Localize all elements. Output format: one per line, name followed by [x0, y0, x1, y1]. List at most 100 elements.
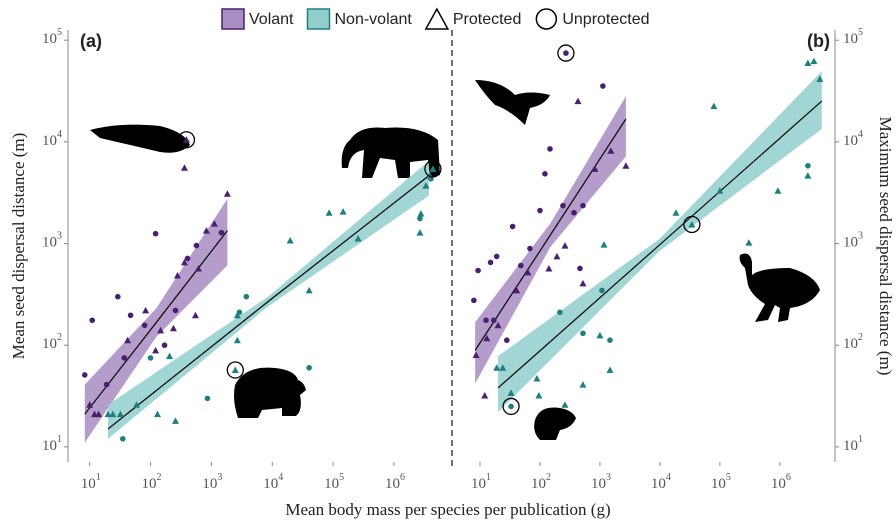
point-triangle	[561, 401, 569, 408]
x-tick-label-exp: 5	[726, 472, 731, 483]
point-circle	[147, 355, 154, 361]
point-triangle	[607, 147, 615, 154]
x-tick-label: 104	[651, 472, 671, 492]
y-tick-label-base: 10	[42, 32, 57, 48]
y-tick-label: 105	[42, 28, 62, 48]
point-triangle	[606, 366, 614, 374]
point-circle	[152, 230, 159, 237]
elephant-silhouette	[341, 127, 440, 178]
x-tick-label: 105	[324, 472, 344, 492]
cassowary-silhouette	[739, 253, 820, 322]
y-tick-label-base: 10	[843, 32, 858, 48]
point-triangle	[194, 264, 202, 272]
point-triangle	[152, 346, 160, 354]
point-triangle	[804, 59, 812, 67]
highlight-ring	[557, 44, 575, 62]
y-tick-label-exp: 5	[57, 28, 62, 39]
bird-silhouette	[90, 124, 190, 153]
confidence-ribbon	[475, 96, 626, 384]
point-triangle	[513, 286, 521, 294]
y-tick-label-base: 10	[843, 133, 858, 149]
y-tick-label-base: 10	[42, 133, 57, 149]
point-circle	[89, 317, 96, 324]
point-triangle	[339, 208, 347, 215]
x-tick-label-exp: 3	[217, 472, 222, 483]
point-triangle	[574, 97, 582, 105]
point-triangle	[223, 190, 231, 197]
point-circle	[537, 207, 543, 214]
legend-label: Protected	[453, 11, 521, 28]
fit-line	[474, 118, 627, 351]
x-tick-label-base: 10	[81, 476, 96, 492]
highlight-ring	[502, 397, 520, 416]
x-tick-label-exp: 4	[278, 472, 283, 483]
point-triangle	[233, 311, 241, 319]
point-triangle	[422, 182, 430, 189]
fit-line	[497, 100, 823, 389]
point-circle	[471, 297, 477, 304]
point-triangle	[535, 392, 543, 399]
point-triangle	[210, 220, 218, 227]
point-triangle	[286, 237, 294, 244]
x-tick-label: 102	[531, 472, 551, 492]
point-circle	[547, 146, 553, 152]
point-triangle	[109, 410, 117, 418]
legend-swatch	[221, 8, 245, 30]
confidence-ribbon	[108, 160, 429, 439]
point-circle	[580, 330, 586, 337]
point-circle	[571, 209, 577, 216]
point-circle	[483, 317, 489, 324]
point-triangle	[182, 136, 190, 143]
point-circle	[600, 83, 606, 89]
point-triangle	[325, 209, 333, 216]
point-circle	[577, 265, 583, 272]
point-triangle	[166, 352, 174, 360]
point-circle	[243, 293, 250, 300]
point-circle	[120, 436, 126, 442]
point-triangle	[124, 336, 132, 344]
point-triangle	[142, 306, 150, 314]
point-triangle	[710, 102, 718, 110]
x-tick-label: 103	[202, 472, 222, 492]
x-tick-label: 102	[142, 472, 162, 492]
y-tick-label: 101	[843, 434, 863, 454]
point-triangle	[816, 75, 824, 83]
point-circle	[417, 215, 423, 222]
x-tick-label: 103	[591, 472, 611, 492]
x-tick-label-exp: 1	[96, 472, 101, 483]
y-tick-label-exp: 2	[858, 333, 863, 344]
x-tick-label-exp: 1	[486, 472, 491, 483]
x-tick-label-base: 10	[202, 476, 217, 492]
x-tick-label-base: 10	[651, 476, 666, 492]
y-tick-label-exp: 1	[57, 434, 62, 445]
x-tick-label: 106	[771, 472, 791, 492]
point-circle	[805, 162, 811, 169]
x-tick-label-base: 10	[771, 476, 786, 492]
x-tick-label-exp: 2	[546, 472, 551, 483]
panel-label: (b)	[807, 31, 830, 51]
x-tick-label-exp: 3	[606, 472, 611, 483]
point-triangle	[169, 324, 177, 332]
point-circle	[218, 229, 225, 236]
x-tick-label-base: 10	[711, 476, 726, 492]
x-tick-label-exp: 6	[786, 472, 791, 483]
confidence-ribbon	[498, 71, 822, 413]
point-circle	[527, 245, 533, 252]
bat-silhouette	[475, 80, 550, 125]
point-triangle	[494, 321, 502, 329]
point-circle	[557, 309, 563, 316]
point-circle	[204, 395, 211, 402]
point-circle	[563, 50, 569, 56]
point-circle	[504, 337, 510, 344]
x-tick-label-base: 10	[324, 476, 339, 492]
point-triangle	[472, 351, 480, 359]
x-tick-label-base: 10	[385, 476, 400, 492]
highlight-ring	[226, 361, 244, 379]
point-triangle	[622, 162, 630, 169]
point-triangle	[157, 326, 165, 334]
point-circle	[580, 202, 586, 209]
point-circle	[81, 372, 88, 378]
y-tick-label-exp: 5	[858, 28, 863, 39]
point-triangle	[561, 242, 569, 249]
y-tick-label-base: 10	[843, 337, 858, 353]
